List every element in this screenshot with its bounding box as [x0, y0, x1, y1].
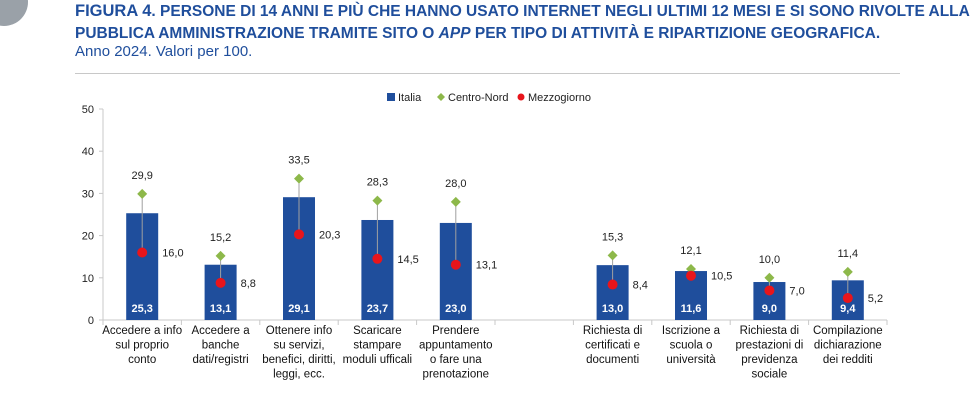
figure-title-part1: . PERSONE DI 14 ANNI E PIÙ CHE HANNO USA…	[75, 3, 970, 42]
data-label-mezzogiorno: 10,5	[711, 271, 732, 283]
point-centro-nord	[607, 250, 618, 261]
bar-label-italia: 13,0	[602, 303, 623, 315]
category-label: banche	[202, 340, 240, 352]
point-mezzogiorno	[842, 293, 853, 304]
point-mezzogiorno	[686, 270, 696, 281]
category-label: sul proprio	[115, 340, 169, 352]
point-mezzogiorno	[450, 259, 461, 270]
category-label: scuola o	[670, 340, 713, 352]
data-label-mezzogiorno: 8,4	[633, 280, 648, 292]
category-label: Ottenere info	[266, 325, 332, 337]
point-mezzogiorno	[215, 277, 226, 288]
point-mezzogiorno	[294, 229, 304, 240]
category-label: Scaricare	[353, 325, 402, 337]
category-label: Accedere a	[192, 325, 251, 337]
category-label: Richiesta di	[583, 325, 642, 337]
data-label-mezzogiorno: 7,0	[789, 285, 804, 297]
bar-label-italia: 23,0	[445, 303, 466, 315]
data-label-centro-nord: 33,5	[288, 155, 309, 167]
category-label: Iscrizione a	[662, 325, 721, 337]
point-centro-nord	[294, 173, 304, 184]
category-label: sociale	[751, 369, 787, 381]
y-tick-label: 30	[82, 188, 94, 200]
category-label: dichiarazione	[814, 340, 882, 352]
legend-label-centro-nord: Centro-Nord	[448, 92, 509, 104]
figure-title-part2: PER TIPO DI ATTIVITÀ E RIPARTIZIONE GEOG…	[470, 25, 881, 42]
category-label: moduli ufficali	[343, 354, 412, 366]
category-label: dati/registri	[192, 354, 248, 366]
data-label-mezzogiorno: 5,2	[868, 293, 883, 305]
title-divider	[75, 73, 900, 74]
bar-label-italia: 25,3	[131, 303, 152, 315]
data-label-centro-nord: 15,2	[210, 232, 231, 244]
figure-label: FIGURA 4	[75, 2, 152, 20]
point-centro-nord	[764, 272, 775, 283]
category-label: Compilazione	[813, 325, 883, 337]
category-label: prestazioni di	[736, 340, 804, 352]
figure-title-app: APP	[438, 25, 471, 42]
category-label: previdenza	[741, 354, 798, 366]
category-label: certificati e	[585, 340, 640, 352]
category-label: leggi, ecc.	[273, 369, 325, 381]
category-label: documenti	[586, 354, 639, 366]
data-label-centro-nord: 12,1	[680, 245, 701, 257]
category-label: università	[666, 354, 716, 366]
legend-marker-centro-nord	[437, 93, 445, 101]
category-label: conto	[128, 354, 156, 366]
data-label-centro-nord: 29,9	[131, 170, 152, 182]
data-label-mezzogiorno: 13,1	[476, 260, 497, 272]
legend-label-mezzogiorno: Mezzogiorno	[528, 92, 591, 104]
y-tick-label: 40	[82, 146, 94, 158]
category-label: stampare	[353, 340, 401, 352]
point-mezzogiorno	[764, 285, 775, 296]
y-tick-label: 10	[82, 273, 94, 285]
y-tick-label: 20	[82, 231, 94, 243]
category-label: o fare una	[430, 354, 482, 366]
category-label: su servizi,	[273, 340, 324, 352]
legend-marker-mezzogiorno	[517, 93, 525, 101]
point-mezzogiorno	[137, 247, 148, 258]
data-label-centro-nord: 10,0	[759, 254, 780, 266]
bar-label-italia: 23,7	[367, 303, 388, 315]
data-label-centro-nord: 28,3	[367, 177, 388, 189]
data-label-mezzogiorno: 20,3	[319, 229, 340, 241]
y-tick-label: 0	[88, 315, 94, 327]
bar-label-italia: 13,1	[210, 303, 231, 315]
data-label-mezzogiorno: 16,0	[162, 247, 183, 259]
data-label-mezzogiorno: 14,5	[397, 254, 418, 266]
legend-label-italia: Italia	[398, 92, 422, 104]
bar-label-italia: 11,6	[681, 303, 702, 315]
category-label: Richiesta di	[740, 325, 799, 337]
point-mezzogiorno	[372, 253, 383, 264]
legend-swatch-italia	[387, 93, 395, 101]
point-centro-nord	[215, 250, 226, 261]
data-label-mezzogiorno: 8,8	[241, 278, 256, 290]
category-label: dei redditi	[823, 354, 873, 366]
point-mezzogiorno	[607, 279, 618, 290]
category-label: Accedere a info	[102, 325, 182, 337]
figure-title: FIGURA 4. PERSONE DI 14 ANNI E PIÙ CHE H…	[75, 0, 970, 45]
point-centro-nord	[450, 196, 461, 207]
category-label: prenotazione	[423, 369, 490, 381]
data-label-centro-nord: 11,4	[838, 248, 859, 260]
data-label-centro-nord: 28,0	[445, 178, 466, 190]
bar-label-italia: 9,0	[762, 303, 777, 315]
y-tick-label: 50	[82, 104, 94, 116]
point-centro-nord	[842, 266, 853, 277]
category-label: appuntamento	[419, 340, 493, 352]
point-centro-nord	[372, 195, 383, 206]
category-label: benefici, diritti,	[262, 354, 336, 366]
figure-subtitle: Anno 2024. Valori per 100.	[75, 43, 253, 60]
data-label-centro-nord: 15,3	[602, 231, 623, 243]
point-centro-nord	[137, 188, 148, 199]
category-label: Prendere	[432, 325, 479, 337]
bar-label-italia: 29,1	[288, 303, 309, 315]
bar-label-italia: 9,4	[840, 303, 856, 315]
